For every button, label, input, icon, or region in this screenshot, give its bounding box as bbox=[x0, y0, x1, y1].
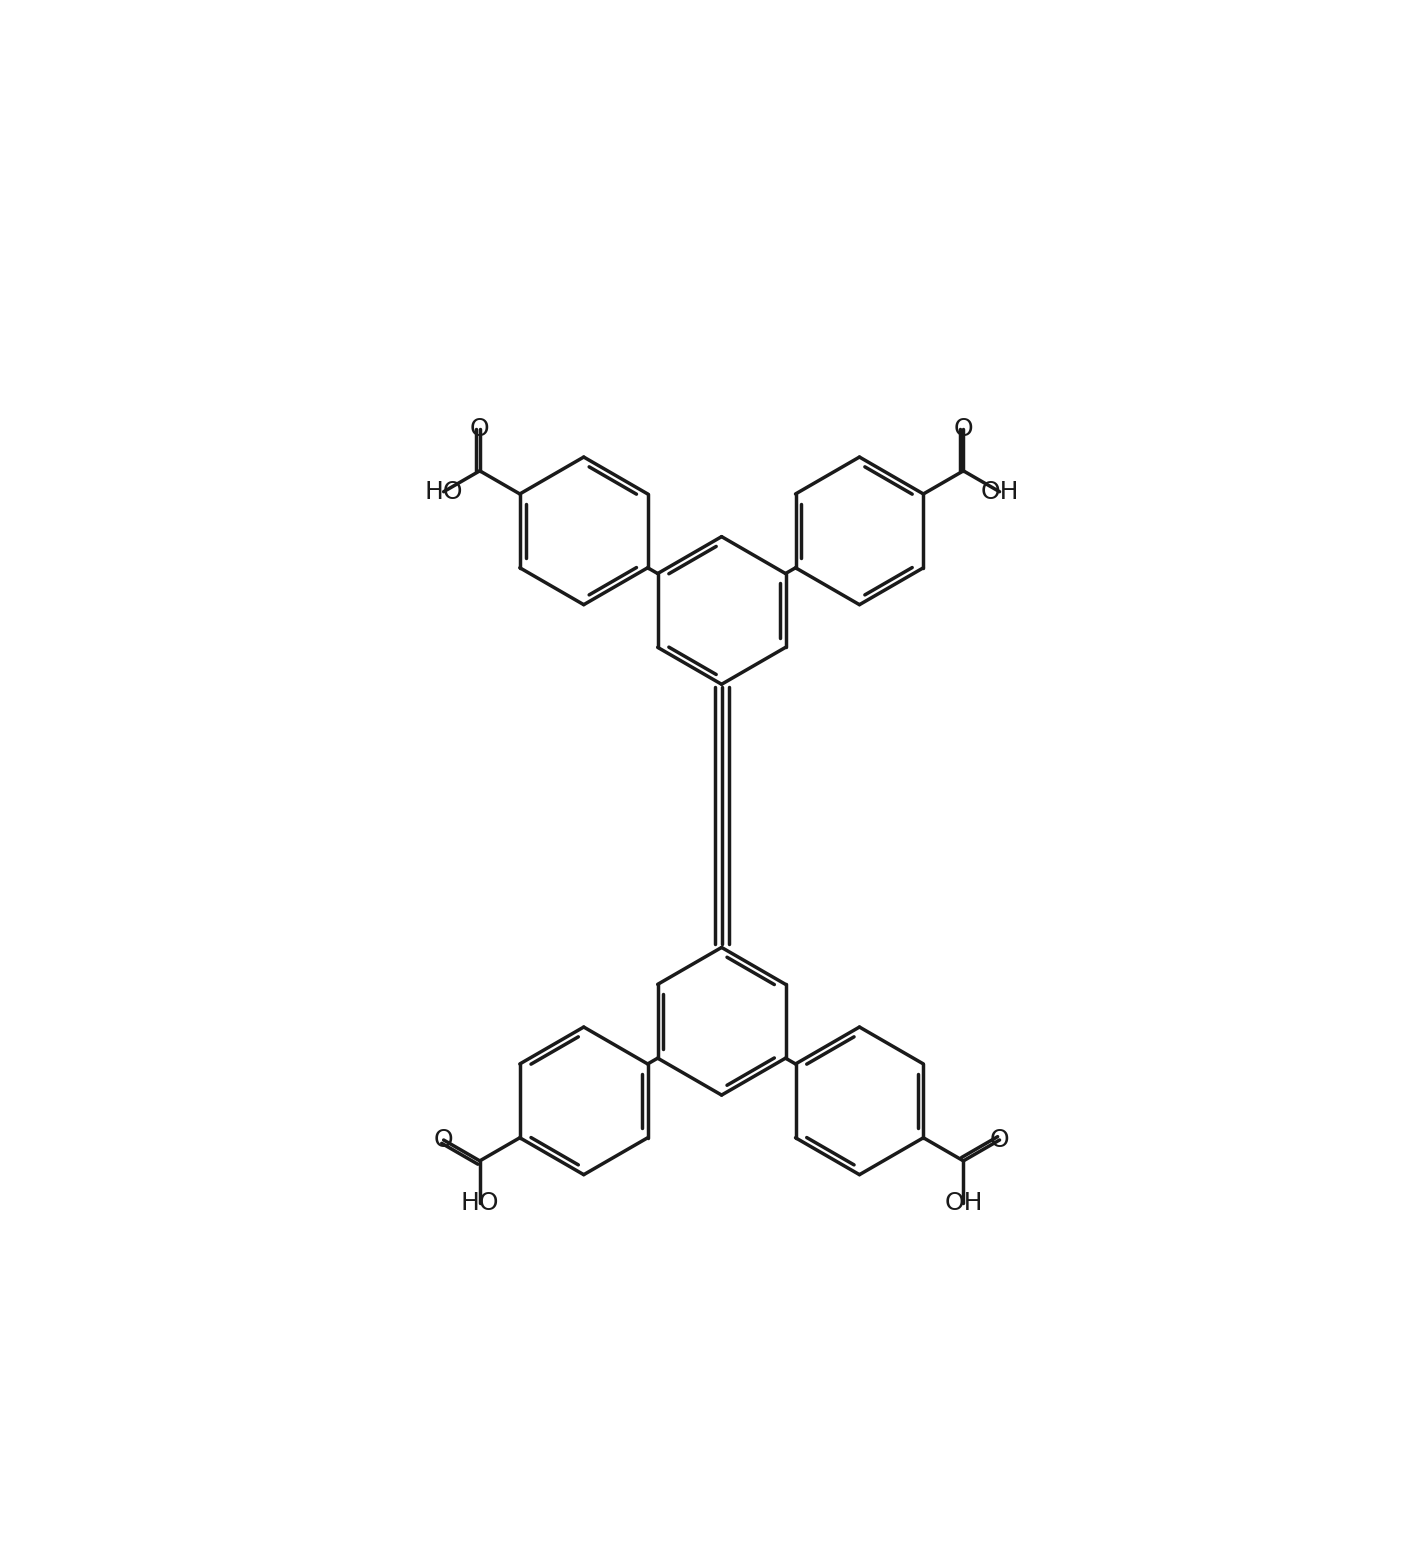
Text: O: O bbox=[470, 417, 490, 441]
Text: O: O bbox=[953, 417, 973, 441]
Text: O: O bbox=[434, 1128, 453, 1152]
Text: O: O bbox=[990, 1128, 1010, 1152]
Text: HO: HO bbox=[424, 480, 463, 504]
Text: OH: OH bbox=[945, 1190, 983, 1215]
Text: HO: HO bbox=[460, 1190, 498, 1215]
Text: OH: OH bbox=[980, 480, 1019, 504]
